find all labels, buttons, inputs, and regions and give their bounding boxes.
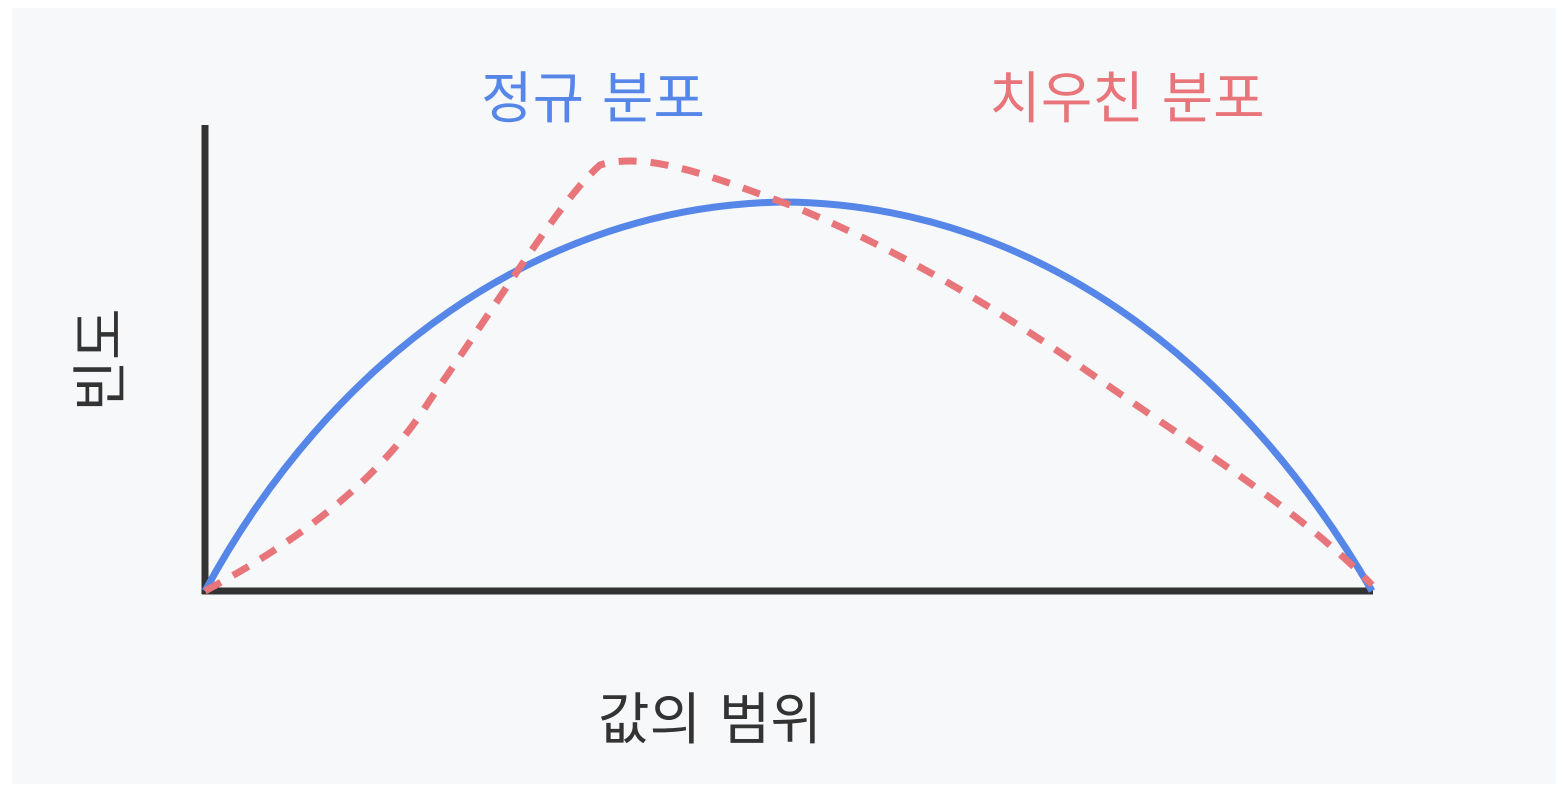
skewed-curve <box>203 157 1375 595</box>
legend-normal: 정규 분포 <box>481 67 705 132</box>
x-axis-label: 값의 범위 <box>598 688 822 753</box>
legend-skewed: 치우친 분포 <box>989 67 1264 132</box>
y-axis-label: 빈도 <box>69 308 134 411</box>
panel <box>12 8 1556 784</box>
